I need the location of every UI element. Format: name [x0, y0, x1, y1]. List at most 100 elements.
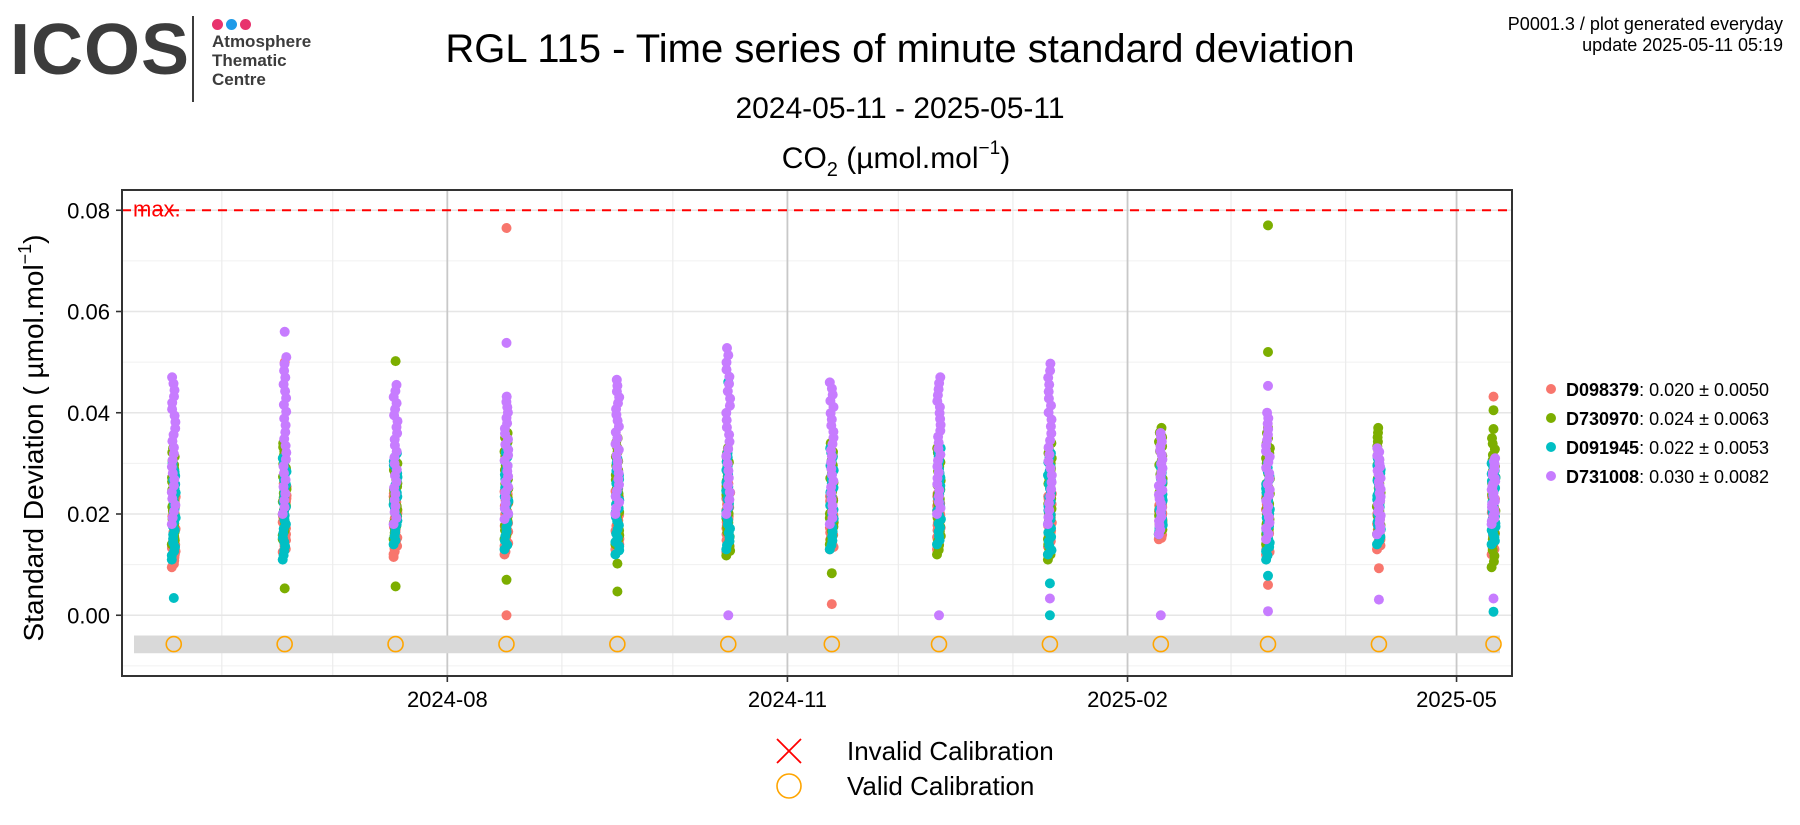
valid-calibration-marker — [1152, 635, 1170, 653]
data-point — [1262, 407, 1273, 418]
logo-line: Centre — [212, 70, 266, 89]
data-point — [1490, 453, 1501, 464]
data-point — [1487, 433, 1497, 444]
x-tick-label: 2024-08 — [407, 687, 488, 712]
x-tick-label: 2024-11 — [748, 687, 827, 712]
update-timestamp: update 2025-05-11 05:19 — [1582, 35, 1783, 55]
x-tick-label: 2025-05 — [1416, 687, 1497, 712]
chart-subtitle: 2024-05-11 - 2025-05-11 — [735, 92, 1064, 125]
data-point — [1155, 428, 1166, 438]
data-point — [722, 343, 732, 353]
data-point-outlier — [612, 586, 623, 597]
gas-base: CO — [782, 142, 827, 175]
y-tick-label: 0.02 — [67, 502, 110, 527]
y-label-sup: −1 — [15, 244, 35, 265]
data-point-outlier — [1263, 606, 1273, 617]
icos-logo: ICOS Atmosphere Thematic Centre — [10, 14, 330, 104]
data-point-outlier — [1263, 579, 1273, 590]
valid-calibration-marker — [930, 635, 948, 653]
data-point-outlier — [1488, 424, 1499, 434]
valid-calibration-key — [776, 773, 802, 799]
data-point-outlier — [1488, 593, 1499, 604]
y-tick-label: 0.06 — [67, 300, 110, 325]
data-point-outlier — [501, 574, 512, 585]
calibration-legend-label: Invalid Calibration — [847, 736, 1054, 766]
data-point — [1373, 422, 1384, 433]
generation-info: P0001.3 / plot generated everyday update… — [1508, 14, 1783, 56]
valid-calibration-marker — [387, 635, 404, 653]
series-legend: D098379: 0.020 ± 0.0050 D730970: 0.024 ± … — [1546, 380, 1769, 487]
data-point-outlier — [1488, 405, 1499, 416]
data-point — [721, 422, 732, 433]
data-point — [281, 352, 292, 363]
data-point-outlier — [612, 558, 623, 569]
legend-entry: D091945: 0.022 ± 0.0053 — [1566, 438, 1769, 458]
data-point — [724, 379, 734, 389]
plot-panel: max. 0.00 0.02 0.04 0.06 0.08 2024-08 2024-11 20… — [67, 189, 1513, 712]
valid-calibration-marker — [498, 635, 515, 653]
gas-sub: 2 — [827, 159, 838, 181]
data-point-outlier — [826, 599, 837, 610]
data-point-outlier — [279, 583, 290, 594]
data-point-outlier — [1263, 220, 1273, 231]
data-point-outlier — [501, 223, 512, 233]
data-point — [721, 364, 732, 375]
logo-dot — [212, 19, 223, 30]
calibration-legend-label: Valid Calibration — [847, 771, 1034, 801]
data-point-outlier — [826, 568, 837, 579]
data-point-outlier — [1263, 570, 1273, 581]
valid-calibration-marker — [719, 635, 737, 653]
data-point — [724, 436, 735, 447]
legend-series-stats: : 0.024 ± 0.0063 — [1639, 409, 1769, 429]
valid-calibration-marker — [276, 635, 293, 653]
y-label-close: ) — [18, 234, 49, 243]
chart-title: RGL 115 - Time series of minute standard… — [445, 27, 1354, 71]
data-point-outlier — [1044, 610, 1055, 621]
valid-calibration-marker — [609, 635, 626, 653]
logo-subtitle: Atmosphere Thematic Centre — [212, 32, 311, 89]
logo-divider — [192, 16, 194, 102]
panel-background — [122, 190, 1512, 676]
gas-unit: (µmol.mol — [838, 142, 979, 175]
y-tick-label: 0.04 — [67, 401, 110, 426]
y-tick-label: 0.08 — [67, 198, 110, 223]
panel-border — [121, 189, 1513, 677]
logo-line: Atmosphere — [212, 32, 312, 51]
data-point-outlier — [1373, 594, 1384, 605]
valid-calibration-marker — [1259, 635, 1277, 653]
legend-series-stats: : 0.020 ± 0.0050 — [1639, 380, 1769, 400]
legend-key — [1546, 442, 1556, 452]
logo-dot — [226, 19, 237, 30]
threshold-label: max. — [133, 196, 181, 221]
logo-dots — [212, 17, 254, 30]
legend-entry: D098379: 0.020 ± 0.0050 — [1566, 380, 1769, 400]
legend-key — [1546, 413, 1556, 423]
data-point-outlier — [390, 581, 401, 592]
invalid-calibration-key — [776, 738, 802, 764]
gas-unit-sup: −1 — [979, 138, 1001, 159]
data-point — [723, 472, 734, 483]
data-point — [501, 391, 512, 402]
legend-series-name: D730970 — [1566, 409, 1639, 429]
y-axis-label: Standard Deviation ( µmol.mol−1) — [15, 234, 49, 641]
logo-dot — [240, 19, 251, 30]
data-point-outlier — [934, 610, 944, 621]
data-point-outlier — [1155, 610, 1166, 621]
legend-series-stats: : 0.022 ± 0.0053 — [1639, 438, 1769, 458]
y-label-base: Standard Deviation ( µmol.mol — [18, 264, 49, 641]
valid-calibration-marker — [1041, 635, 1059, 653]
valid-calibration-marker — [1370, 635, 1388, 653]
data-point-outlier — [1044, 578, 1055, 589]
logo-line: Thematic — [212, 51, 287, 70]
calibration-legend: Invalid Calibration Valid Calibration — [776, 736, 1054, 801]
data-point — [1046, 477, 1057, 488]
data-point — [724, 400, 735, 411]
legend-series-name: D731008 — [1566, 467, 1639, 487]
valid-calibration-marker — [1485, 635, 1502, 653]
legend-series-name: D091945 — [1566, 438, 1639, 458]
data-point-outlier — [1373, 563, 1384, 574]
x-tick-label: 2025-02 — [1087, 687, 1168, 712]
data-point-outlier — [390, 356, 401, 367]
data-point-outlier — [1488, 391, 1499, 402]
